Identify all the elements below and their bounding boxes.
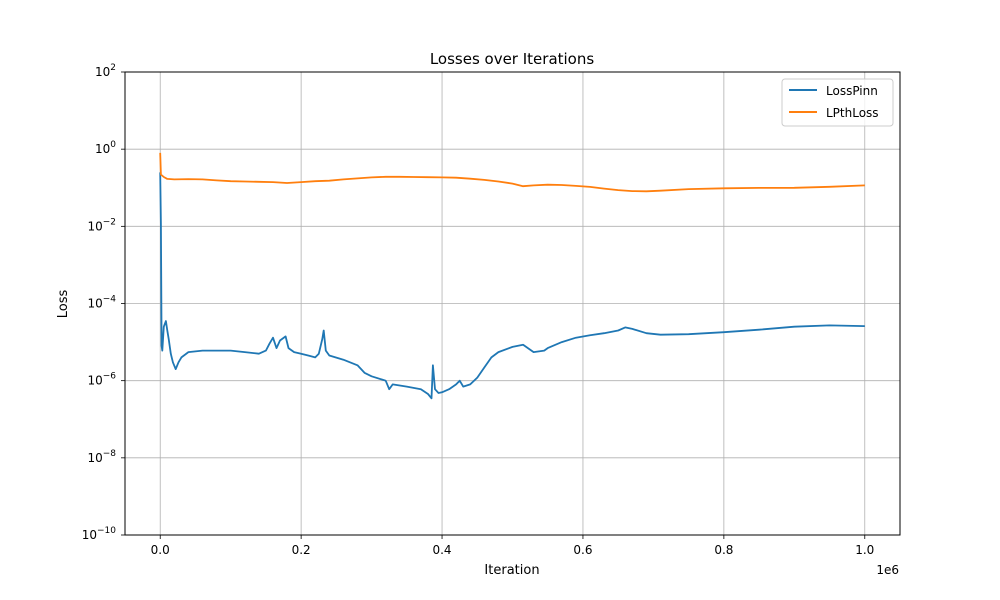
- x-axis: 0.0 0.2 0.4 0.6 0.8 1.0: [151, 535, 874, 557]
- x-tick-label: 0.8: [714, 543, 733, 557]
- series-line-lpthloss: [159, 152, 865, 193]
- x-tick-label: 1.0: [855, 543, 874, 557]
- y-tick-label: 10−2: [87, 217, 116, 233]
- series-line-losspinn: [159, 172, 865, 400]
- y-axis: 102 100 10−2 10−4 10−6 10−8 10−10: [82, 63, 125, 542]
- legend-label-lpthloss: LPthLoss: [826, 106, 879, 120]
- y-tick-label: 10−4: [87, 295, 116, 311]
- x-tick-label: 0.0: [151, 543, 170, 557]
- chart-title: Losses over Iterations: [430, 50, 595, 68]
- legend: LossPinn LPthLoss: [781, 78, 894, 127]
- y-tick-label: 102: [95, 63, 116, 79]
- legend-label-losspinn: LossPinn: [826, 84, 878, 98]
- y-tick-label: 10−10: [82, 526, 117, 542]
- y-tick-label: 100: [95, 140, 116, 156]
- x-tick-label: 0.6: [573, 543, 592, 557]
- x-axis-label: Iteration: [484, 563, 539, 578]
- y-tick-label: 10−8: [87, 449, 116, 465]
- plot-lines: [159, 152, 865, 400]
- x-tick-label: 0.4: [432, 543, 451, 557]
- x-offset-label: 1e6: [876, 563, 899, 577]
- y-tick-label: 10−6: [87, 372, 116, 388]
- y-axis-label: Loss: [56, 290, 71, 319]
- x-tick-label: 0.2: [292, 543, 311, 557]
